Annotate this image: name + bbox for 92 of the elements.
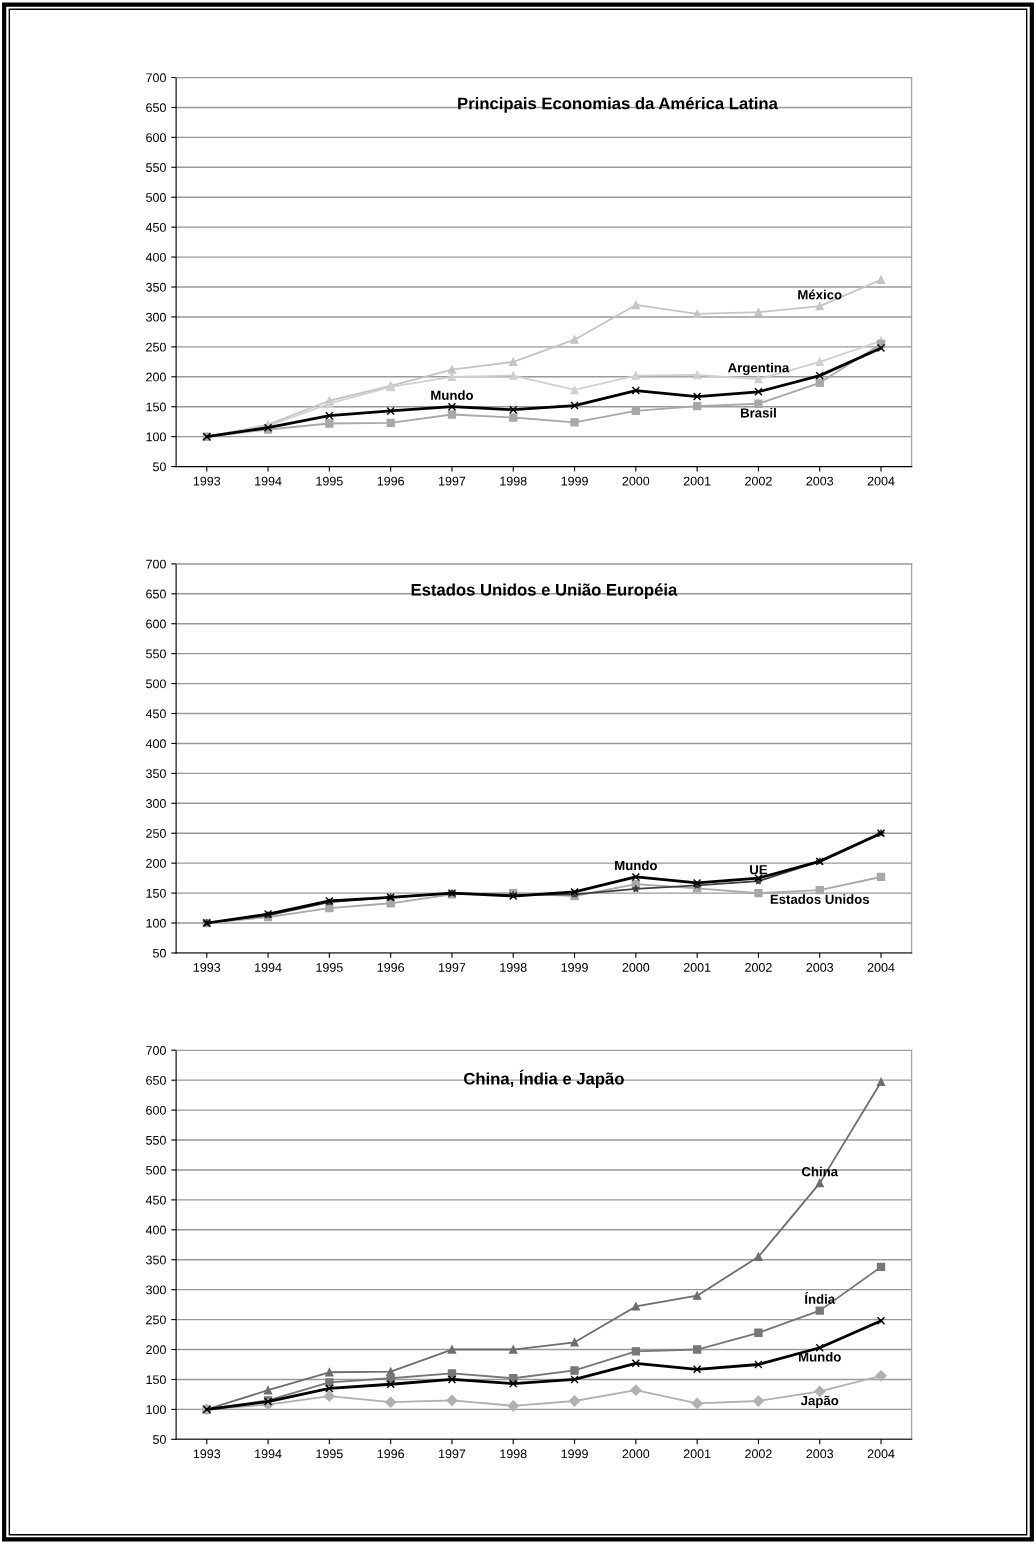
x-tick-label: 1994: [255, 963, 282, 972]
y-tick-label: 600: [146, 619, 166, 629]
x-tick-label: 1999: [561, 476, 588, 486]
y-tick-label: 150: [146, 402, 166, 412]
y-tick-label: 600: [146, 133, 166, 143]
y-tick-label: 50: [153, 462, 166, 472]
x-tick-label: 2000: [622, 476, 650, 486]
x-tick-label: 2004: [867, 476, 895, 486]
y-tick-label: 200: [146, 858, 166, 868]
y-tick-label: 350: [146, 282, 166, 292]
x-tick-label: 1997: [439, 963, 466, 972]
y-tick-label: 50: [153, 948, 166, 958]
x-tick-label: 2003: [806, 963, 834, 972]
x-tick-label: 2002: [745, 1449, 772, 1459]
x-tick-label: 1997: [439, 476, 466, 486]
y-tick-label: 450: [145, 222, 166, 232]
text: China, Índia e Japão: [464, 1069, 624, 1088]
y-tick-label: 300: [146, 1285, 166, 1295]
series-label: Estados Unidos: [770, 894, 870, 904]
x-tick-label: 1998: [500, 1449, 527, 1459]
y-tick-label: 500: [146, 1165, 166, 1175]
x-tick-label: 1998: [500, 476, 527, 486]
y-tick-label: 700: [146, 559, 166, 569]
x-tick-label: 1995: [316, 476, 343, 486]
y-tick-label: 300: [146, 799, 166, 808]
x-tick-label: 1994: [255, 1449, 282, 1459]
text: Principais Economias da América Latina: [458, 96, 778, 113]
series-label: China: [801, 1166, 839, 1177]
y-tick-label: 250: [146, 829, 166, 838]
x-tick-label: 2001: [683, 476, 711, 486]
series-label: Mundo: [615, 860, 657, 871]
x-tick-label: 2004: [867, 1449, 895, 1459]
x-tick-label: 1995: [316, 963, 343, 972]
x-tick-label: 1993: [193, 1449, 221, 1459]
x-tick-label: 1996: [377, 963, 405, 972]
y-tick-label: 400: [145, 1225, 166, 1235]
x-tick-label: 2000: [622, 1449, 650, 1459]
series-label: Índia: [805, 1292, 836, 1304]
y-tick-label: 550: [146, 1135, 166, 1145]
series-label: UE: [750, 865, 768, 875]
y-tick-label: 350: [146, 769, 166, 779]
x-tick-label: 2003: [806, 476, 834, 486]
series-label: Argentina: [727, 362, 790, 376]
y-tick-label: 50: [153, 1435, 166, 1444]
y-tick-label: 150: [146, 888, 166, 898]
x-tick-label: 1993: [193, 476, 221, 486]
y-tick-label: 700: [146, 73, 166, 83]
y-tick-label: 500: [146, 679, 166, 689]
y-tick-label: 300: [146, 312, 166, 322]
y-tick-label: 500: [146, 193, 166, 202]
x-tick-label: 1997: [439, 1449, 466, 1459]
text: Estados Unidos e União Européia: [411, 583, 678, 600]
series-label: Japão: [800, 1395, 839, 1408]
series-label: México: [798, 289, 842, 300]
y-tick-label: 250: [146, 342, 166, 352]
x-tick-label: 2004: [867, 963, 895, 972]
y-tick-label: 100: [146, 432, 166, 442]
y-tick-label: 400: [145, 739, 166, 749]
x-tick-label: 2001: [683, 963, 711, 972]
x-tick-label: 1993: [193, 963, 221, 972]
y-tick-label: 200: [146, 372, 166, 382]
y-tick-label: 200: [146, 1345, 166, 1355]
y-tick-label: 250: [146, 1315, 166, 1325]
x-tick-label: 1996: [377, 1449, 405, 1459]
y-tick-label: 400: [145, 252, 166, 262]
y-tick-label: 550: [146, 649, 166, 659]
x-tick-label: 2003: [806, 1449, 834, 1459]
y-tick-label: 650: [146, 589, 166, 599]
x-tick-label: 1996: [377, 476, 405, 486]
y-tick-label: 350: [146, 1255, 166, 1265]
y-tick-label: 550: [146, 163, 166, 172]
x-tick-label: 1999: [561, 1449, 588, 1459]
y-tick-label: 100: [146, 1405, 166, 1415]
x-tick-label: 2000: [622, 963, 650, 972]
y-tick-label: 150: [146, 1375, 166, 1385]
series-label: Mundo: [431, 390, 474, 400]
y-tick-label: 600: [146, 1105, 166, 1115]
x-tick-label: 2002: [745, 476, 772, 486]
y-tick-label: 100: [146, 918, 166, 928]
x-tick-label: 1994: [255, 476, 282, 486]
x-tick-label: 1999: [561, 963, 588, 972]
y-tick-label: 450: [145, 1195, 166, 1205]
x-tick-label: 2001: [683, 1449, 711, 1459]
x-tick-label: 1998: [500, 963, 527, 972]
y-tick-label: 650: [146, 103, 166, 113]
x-tick-label: 2002: [745, 963, 772, 972]
x-tick-label: 1995: [316, 1449, 343, 1459]
y-tick-label: 650: [146, 1075, 166, 1085]
series-label: Brasil: [740, 407, 776, 418]
y-tick-label: 450: [145, 709, 166, 719]
series-label: Mundo: [799, 1351, 841, 1362]
y-tick-label: 700: [146, 1046, 166, 1055]
